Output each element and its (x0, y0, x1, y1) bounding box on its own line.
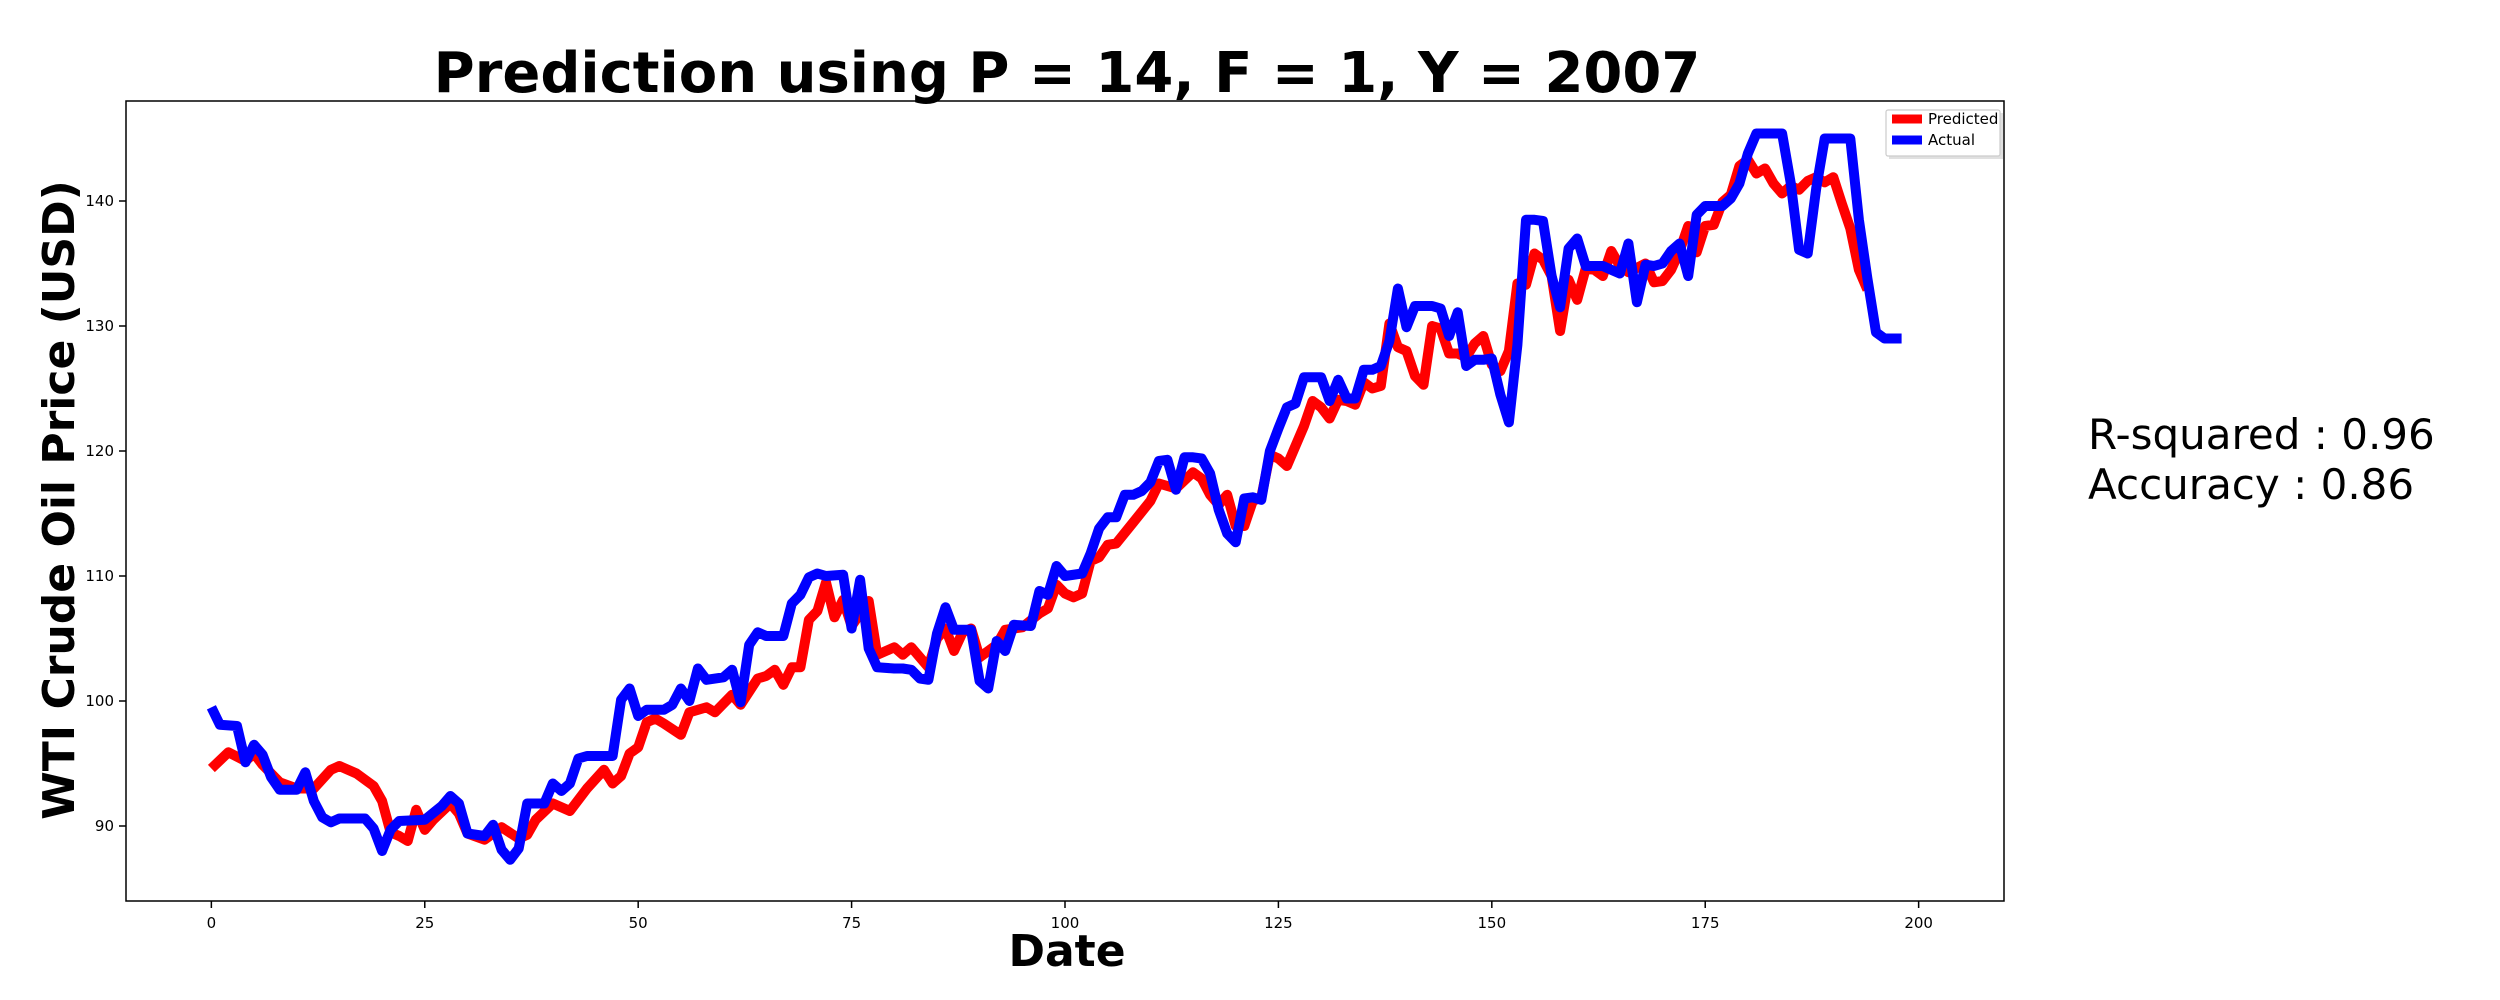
legend-actual-label: Actual (1928, 131, 1975, 149)
y-tick-label: 140 (85, 192, 114, 210)
y-tick-label: 120 (85, 442, 114, 460)
y-tick-label: 130 (85, 317, 114, 335)
x-axis-label: Date (1008, 926, 1125, 977)
plot-area (125, 100, 2005, 902)
y-tick-label: 100 (85, 692, 114, 710)
r-squared-text: R-squared : 0.96 (2088, 410, 2435, 459)
y-tick-label: 90 (95, 817, 114, 835)
x-tick-label: 75 (842, 914, 861, 932)
y-axis: 90 100 110 120 130 140 (85, 192, 126, 835)
accuracy-text: Accuracy : 0.86 (2088, 460, 2415, 509)
series-line-actual (206, 128, 1902, 865)
x-tick-label: 150 (1477, 914, 1506, 932)
y-axis-label: WTI Crude Oil Price (USD) (34, 180, 85, 820)
x-tick-label: 50 (629, 914, 648, 932)
legend-predicted-label: Predicted (1928, 110, 1998, 128)
x-tick-label: 0 (207, 914, 217, 932)
x-tick-label: 100 (1051, 914, 1080, 932)
x-axis: 0 25 50 75 100 125 150 175 200 (207, 901, 1933, 932)
x-tick-label: 200 (1904, 914, 1933, 932)
chart-title: Prediction using P = 14, F = 1, Y = 2007 (434, 41, 1701, 106)
x-tick-label: 25 (415, 914, 434, 932)
legend: Predicted Actual (1885, 109, 2003, 159)
x-tick-label: 175 (1691, 914, 1720, 932)
stats-panel: R-squared : 0.96 Accuracy : 0.86 (2088, 410, 2435, 510)
series-layer (206, 128, 1902, 865)
x-tick-label: 125 (1264, 914, 1293, 932)
y-tick-label: 110 (85, 567, 114, 585)
